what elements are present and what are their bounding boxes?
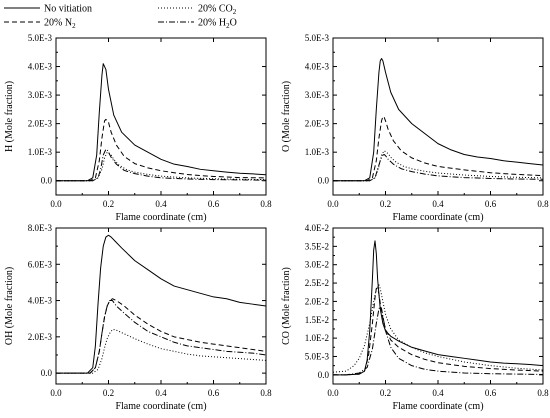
x-tick-label: 0.4 — [155, 388, 167, 398]
y-tick-label: 2.0E-3 — [28, 332, 53, 342]
legend-label-subscript: 2 — [226, 22, 230, 30]
legend-label-main: 20% CO — [198, 4, 233, 15]
chart-panel: 0.0 0.2 0.4 0.6 0.8 0.0 1.0E-3 2.0E-3 3.0E-3 4.0E… — [4, 33, 272, 223]
y-tick-label: 3.5E-2 — [305, 241, 329, 251]
series-line — [333, 116, 544, 182]
x-tick-label: 0.6 — [208, 199, 220, 209]
y-axis-label: OH (Mole fraction) — [4, 267, 15, 345]
y-tick-label: 4.0E-3 — [28, 296, 53, 306]
x-tick-label: 0.2 — [103, 388, 114, 398]
legend-label: 20% N2 — [44, 18, 76, 31]
y-tick-label: 1.0E-2 — [305, 333, 329, 343]
y-tick-label: 6.0E-3 — [28, 259, 53, 269]
y-tick-label: 0.0 — [318, 370, 330, 380]
y-tick-label: 1.5E-2 — [305, 315, 329, 325]
y-tick-label: 2.0E-2 — [305, 296, 329, 306]
series-line — [56, 148, 267, 182]
x-tick-label: 0.0 — [327, 388, 339, 398]
y-tick-label: 3.0E-3 — [305, 90, 330, 100]
y-tick-label: 4.0E-2 — [305, 223, 329, 233]
x-tick-label: 0.6 — [485, 199, 497, 209]
chart-panel: 0.0 0.2 0.4 0.6 0.8 0.0 1.0E-3 2.0E-3 3.0E-3 4.0E… — [281, 33, 549, 223]
legend-label: 20% CO2 — [198, 4, 237, 17]
panels: 0.0 0.2 0.4 0.6 0.8 0.0 1.0E-3 2.0E-3 3.0E-3 4.0E… — [4, 33, 549, 412]
x-axis-label: Flame coordinate (cm) — [392, 212, 483, 223]
x-tick-label: 0.2 — [380, 199, 391, 209]
x-tick-label: 0.4 — [432, 388, 444, 398]
series-line — [333, 288, 544, 376]
series-line — [56, 234, 267, 374]
legend-label-subscript: 2 — [233, 8, 237, 16]
x-axis-label: Flame coordinate (cm) — [115, 401, 206, 412]
x-axis-label: Flame coordinate (cm) — [392, 401, 483, 412]
y-tick-label: 4.0E-3 — [305, 62, 330, 72]
plot-frame — [332, 37, 544, 196]
series-line — [333, 153, 544, 182]
y-tick-label: 2.0E-3 — [28, 119, 53, 129]
legend-label: No vitiation — [44, 4, 92, 15]
y-tick-label: 2.5E-2 — [305, 278, 329, 288]
series-line — [333, 58, 544, 182]
series-line — [56, 298, 267, 374]
chart-panel: 0.0 0.2 0.4 0.6 0.8 0.0 2.0E-3 4.0E-3 6.0E-3 8.0E… — [4, 223, 272, 412]
y-tick-label: 3.0E-2 — [305, 260, 329, 270]
y-tick-label: 2.0E-3 — [305, 119, 330, 129]
legend-label-tail: O — [230, 18, 237, 29]
legend-entry: 20% H2O — [158, 18, 237, 31]
legend-label-subscript: 2 — [72, 22, 76, 30]
y-tick-label: 5.0E-3 — [305, 33, 330, 43]
x-tick-label: 0.6 — [485, 388, 497, 398]
series-line — [56, 118, 267, 182]
x-axis-label: Flame coordinate (cm) — [115, 212, 206, 223]
x-tick-label: 0.6 — [208, 388, 220, 398]
series-line — [56, 329, 267, 374]
series-line — [333, 240, 544, 376]
legend-entry: 20% CO2 — [158, 4, 237, 17]
plot-frame — [55, 227, 267, 385]
legend-label-main: 20% H — [198, 18, 226, 29]
x-tick-label: 0.2 — [380, 388, 391, 398]
x-tick-label: 0.8 — [260, 388, 272, 398]
plot-frame — [332, 227, 544, 385]
y-tick-label: 0.0 — [41, 176, 53, 186]
y-tick-label: 5.0E-3 — [28, 33, 53, 43]
legend-entry: 20% N2 — [4, 18, 76, 31]
y-tick-label: 1.0E-3 — [28, 147, 53, 157]
x-tick-label: 0.4 — [155, 199, 167, 209]
y-tick-label: 0.0 — [41, 368, 53, 378]
x-tick-label: 0.4 — [432, 199, 444, 209]
series-line — [333, 150, 544, 182]
y-tick-label: 0.0 — [318, 176, 330, 186]
chart-panel: 0.0 0.2 0.4 0.6 0.8 0.0 5.0E-3 1.0E-2 1.5E-2 2.0E… — [281, 223, 549, 412]
x-tick-label: 0.8 — [260, 199, 272, 209]
y-tick-label: 3.0E-3 — [28, 90, 53, 100]
legend-label: 20% H2O — [198, 18, 237, 31]
y-tick-label: 5.0E-3 — [305, 351, 330, 361]
series-line — [56, 63, 267, 182]
y-tick-label: 1.0E-3 — [305, 147, 330, 157]
legend-label-main: No vitiation — [44, 4, 92, 15]
y-tick-label: 8.0E-3 — [28, 223, 53, 233]
x-tick-label: 0.2 — [103, 199, 114, 209]
y-axis-label: O (Mole fraction) — [281, 81, 292, 152]
series-line — [56, 300, 267, 374]
y-axis-label: H (Mole fraction) — [4, 81, 15, 152]
x-tick-label: 0.8 — [537, 388, 549, 398]
plot-frame — [55, 37, 267, 196]
x-tick-label: 0.0 — [327, 199, 339, 209]
y-tick-label: 4.0E-3 — [28, 62, 53, 72]
x-tick-label: 0.0 — [50, 388, 62, 398]
series-line — [56, 151, 267, 182]
x-tick-label: 0.0 — [50, 199, 62, 209]
y-axis-label: CO (Mole fraction) — [281, 267, 292, 345]
x-tick-label: 0.8 — [537, 199, 549, 209]
series-line — [332, 284, 544, 373]
series-line — [333, 306, 544, 376]
legend-label-main: 20% N — [44, 18, 72, 29]
legend-entry: No vitiation — [4, 4, 92, 15]
